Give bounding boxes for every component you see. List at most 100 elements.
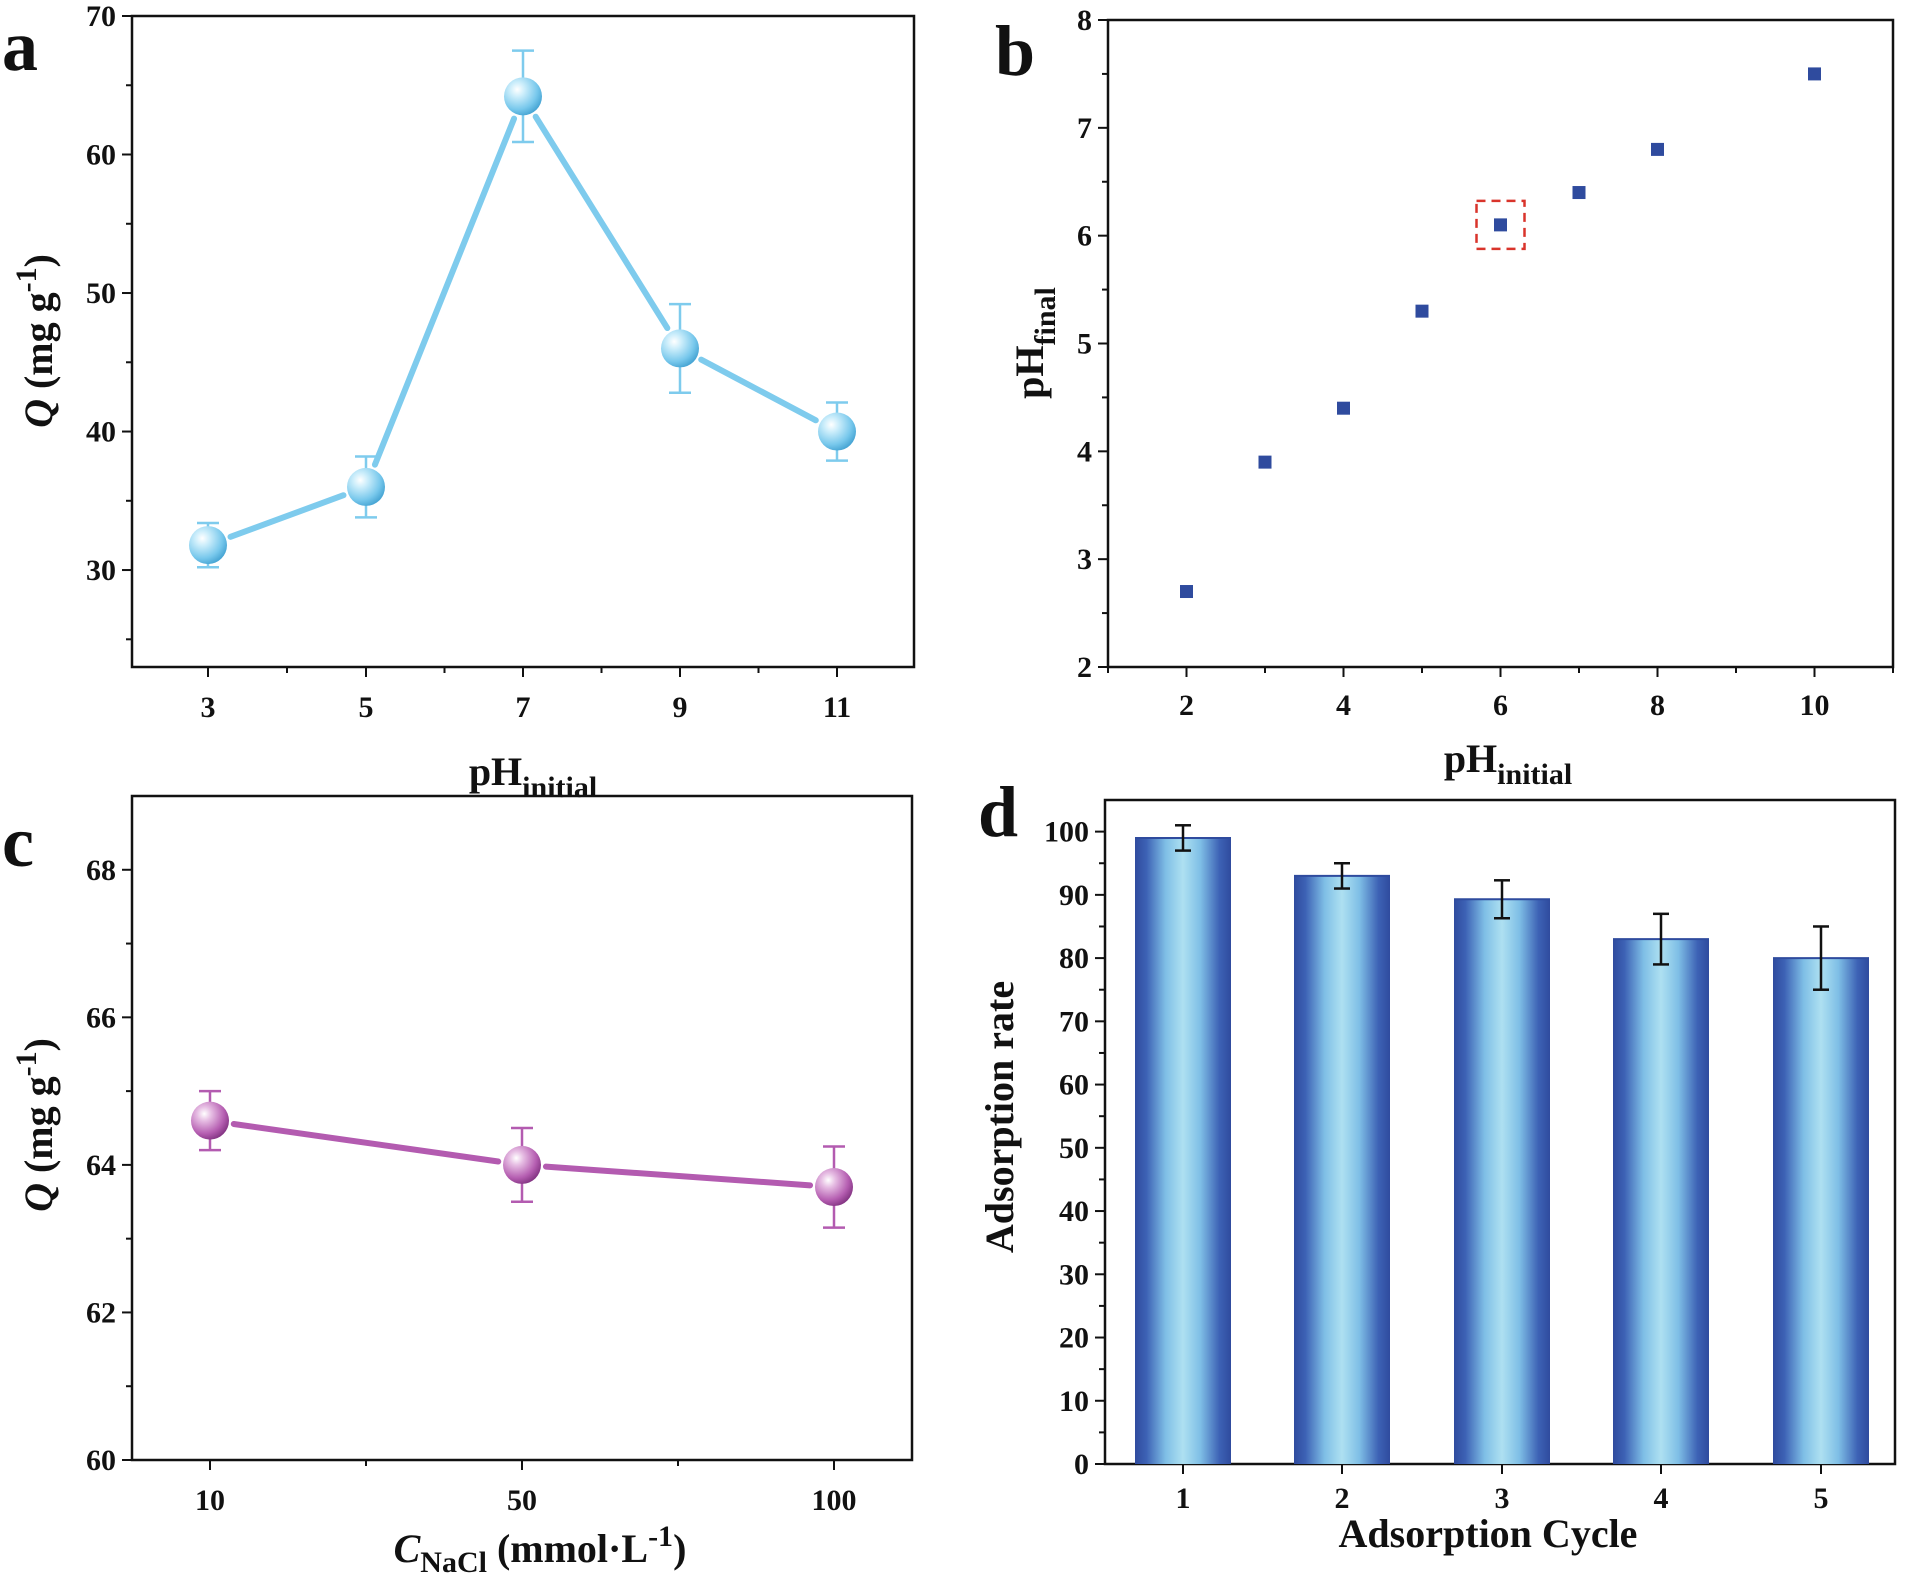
b-data-point <box>1808 67 1821 81</box>
d-bar <box>1773 958 1869 1464</box>
c-data-point <box>503 1145 541 1184</box>
b-xtick-label: 8 <box>1650 689 1665 722</box>
d-bar <box>1454 899 1550 1464</box>
c-data-point <box>815 1168 853 1207</box>
a-xtick-label: 9 <box>673 691 688 724</box>
d-ytick-label: 50 <box>1059 1132 1089 1165</box>
d-ytick-label: 40 <box>1059 1195 1089 1228</box>
a-data-point <box>347 467 385 506</box>
b-xtick-label: 2 <box>1179 689 1194 722</box>
panel-c-ylabel: Q (mg g-1) <box>10 1038 61 1212</box>
c-series-line <box>230 1120 502 1165</box>
a-series-line <box>371 115 518 468</box>
panel-a-ticks: 30 40 50 60 70 3 5 7 9 11 <box>86 0 851 724</box>
a-data-point <box>818 412 856 451</box>
b-xtick-label: 6 <box>1493 689 1508 722</box>
d-ytick-label: 90 <box>1059 879 1089 912</box>
c-xtick-label: 10 <box>195 1484 225 1517</box>
panel-b-ticks: 2 3 4 5 6 7 8 2 4 6 8 10 <box>1077 4 1894 722</box>
c-ytick-label: 68 <box>86 854 116 887</box>
c-ytick-label: 62 <box>86 1296 116 1329</box>
a-ytick-label: 30 <box>86 554 116 587</box>
panel-b-xlabel: pHinitial <box>1444 736 1572 791</box>
a-series-line <box>698 356 819 424</box>
b-ytick-label: 2 <box>1077 651 1092 684</box>
d-xtick-label: 5 <box>1814 1482 1829 1515</box>
b-data-point <box>1258 455 1272 469</box>
panel-c-ticks: 60 62 64 66 68 10 50 100 <box>86 854 857 1517</box>
a-xtick-label: 5 <box>359 691 374 724</box>
a-data-point <box>504 77 542 116</box>
b-data-point <box>1572 186 1586 200</box>
b-highlight-box <box>1475 199 1526 251</box>
d-ytick-label: 10 <box>1059 1385 1089 1418</box>
d-bar <box>1294 875 1390 1464</box>
panel-c-xlabel: CNaCl (mmol·L-1) <box>394 1520 687 1578</box>
panel-c-letter: c <box>2 802 34 882</box>
d-ytick-label: 0 <box>1074 1448 1089 1481</box>
panel-b-ylabel: pHfinal <box>1007 287 1062 399</box>
panel-d-bars <box>1135 824 1869 1464</box>
panel-d-xlabel: Adsorption Cycle <box>1339 1511 1638 1556</box>
b-ytick-label: 7 <box>1077 112 1092 145</box>
panel-b-plot-frame <box>1106 18 1895 669</box>
d-xtick-label: 1 <box>1176 1482 1191 1515</box>
d-ytick-label: 70 <box>1059 1005 1089 1038</box>
b-ytick-label: 8 <box>1077 4 1092 37</box>
a-ytick-label: 40 <box>86 416 116 449</box>
panel-a-series <box>189 49 856 569</box>
d-ytick-label: 20 <box>1059 1322 1089 1355</box>
b-data-point <box>1415 304 1429 318</box>
c-ytick-label: 66 <box>86 1001 116 1034</box>
panel-d-ylabel: Adsorption rate <box>977 981 1022 1253</box>
d-ytick-label: 80 <box>1059 942 1089 975</box>
b-data-point <box>1337 401 1350 415</box>
d-xtick-label: 4 <box>1654 1482 1669 1515</box>
d-bar <box>1135 837 1231 1464</box>
panel-a: a 30 40 50 60 70 3 5 7 9 11 pHinitial Q (mg g-1) <box>2 0 916 804</box>
panel-a-letter: a <box>2 6 38 86</box>
b-xtick-label: 10 <box>1800 689 1830 722</box>
panel-c-series <box>191 1089 853 1229</box>
panel-c: c 60 62 64 66 68 10 50 100 CNaCl (mmol·L-1) Q (… <box>2 794 914 1578</box>
a-series-line <box>532 113 671 332</box>
panel-b: b 2 3 4 5 6 7 8 2 4 6 8 10 pHinitial pHfinal <box>995 4 1895 791</box>
c-ytick-label: 60 <box>86 1444 116 1477</box>
panel-a-ylabel: Q (mg g-1) <box>10 254 61 428</box>
a-xtick-label: 3 <box>201 691 216 724</box>
a-ytick-label: 60 <box>86 139 116 172</box>
d-xtick-label: 3 <box>1495 1482 1510 1515</box>
panel-d-ticks: 0 10 20 30 40 50 60 70 80 90 100 1 2 3 4 5 <box>1044 816 1829 1515</box>
d-ytick-label: 60 <box>1059 1069 1089 1102</box>
b-ytick-label: 4 <box>1077 435 1092 468</box>
a-ytick-label: 70 <box>86 0 116 33</box>
panel-b-series <box>1180 67 1821 599</box>
c-xtick-label: 100 <box>812 1484 857 1517</box>
panel-d: d 0 10 20 30 40 50 60 70 80 90 100 1 2 3 4 5 Adsorption… <box>977 772 1897 1556</box>
d-ytick-label: 30 <box>1059 1258 1089 1291</box>
a-ytick-label: 50 <box>86 277 116 310</box>
a-series-line <box>227 492 347 540</box>
b-data-point <box>1651 142 1664 156</box>
d-ytick-label: 100 <box>1044 816 1089 849</box>
b-ytick-label: 6 <box>1077 220 1092 253</box>
panel-a-xlabel: pHinitial <box>469 749 597 804</box>
c-ytick-label: 64 <box>86 1149 116 1182</box>
panel-d-letter: d <box>978 772 1018 852</box>
b-data-point <box>1494 218 1507 232</box>
a-data-point <box>189 526 227 565</box>
a-xtick-label: 11 <box>823 691 851 724</box>
c-xtick-label: 50 <box>507 1484 537 1517</box>
b-data-point <box>1180 585 1193 599</box>
a-xtick-label: 7 <box>516 691 531 724</box>
c-series-line <box>542 1163 814 1189</box>
d-xtick-label: 2 <box>1335 1482 1350 1515</box>
d-bar <box>1613 939 1709 1464</box>
panel-b-letter: b <box>995 11 1035 91</box>
c-data-point <box>191 1101 229 1140</box>
a-data-point <box>661 329 699 368</box>
b-ytick-label: 5 <box>1077 328 1092 361</box>
b-ytick-label: 3 <box>1077 543 1092 576</box>
b-xtick-label: 4 <box>1336 689 1351 722</box>
